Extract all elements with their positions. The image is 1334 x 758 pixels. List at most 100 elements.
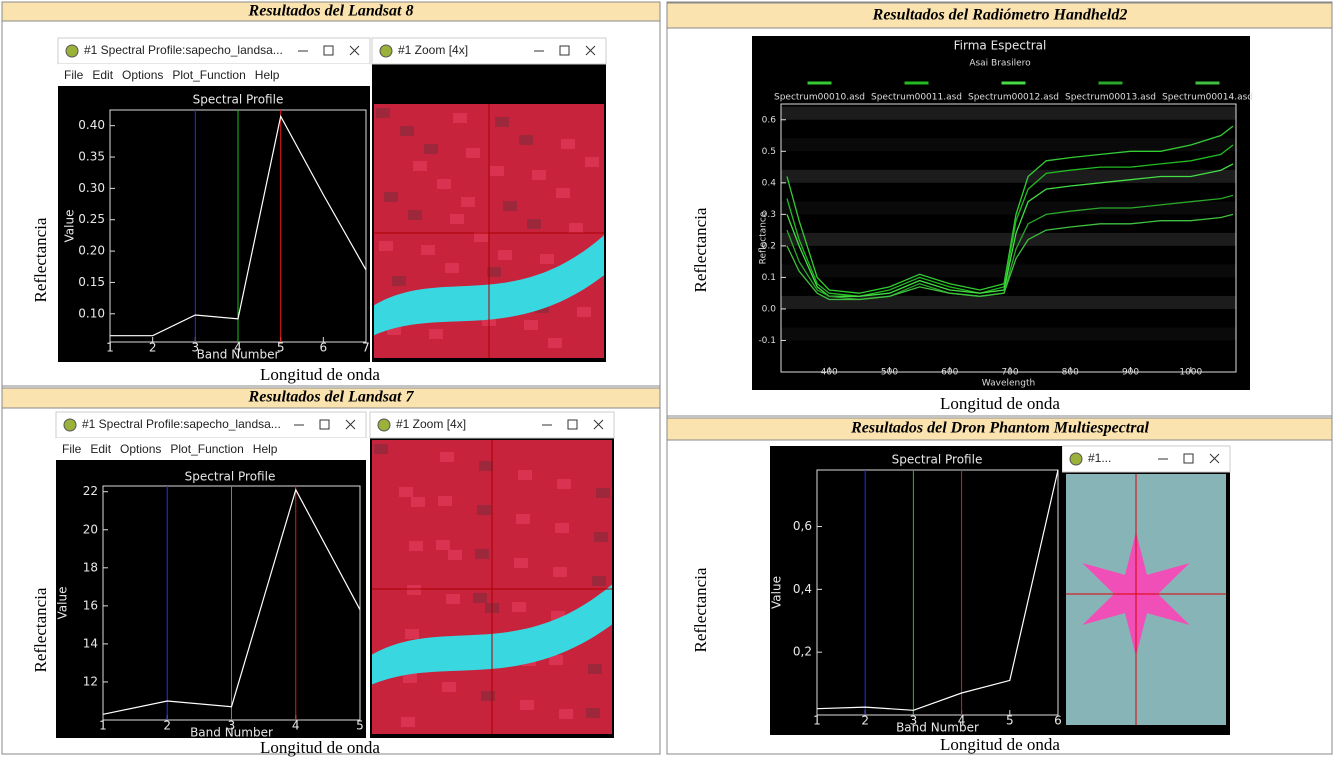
x-tick-label: 2 bbox=[163, 719, 171, 733]
x-tick-label: 2 bbox=[149, 341, 157, 355]
zoom-texture bbox=[466, 148, 480, 158]
y-axis-label: Value bbox=[56, 587, 70, 620]
chart-subtitle: Asai Brasilero bbox=[969, 59, 1031, 69]
y-tick-label: 14 bbox=[83, 636, 98, 650]
y-tick-label: 0.0 bbox=[762, 304, 777, 314]
zoom-texture bbox=[594, 532, 608, 542]
chart-title: Spectral Profile bbox=[193, 93, 284, 107]
menu-item: Options bbox=[122, 68, 163, 82]
zoom-texture bbox=[384, 192, 398, 202]
data-line bbox=[786, 125, 1234, 294]
y-tick-label: 0.2 bbox=[762, 241, 776, 251]
panel-x-label: Longitud de onda bbox=[940, 394, 1060, 413]
x-tick-label: 1 bbox=[99, 719, 107, 733]
panel-heading: Resultados del Dron Phantom Multiespectr… bbox=[850, 420, 1149, 437]
grid-band bbox=[781, 138, 1236, 152]
zoom-texture bbox=[498, 250, 512, 260]
x-tick-label: 5 bbox=[1006, 714, 1014, 728]
chart-title: Firma Espectral bbox=[954, 39, 1047, 53]
x-tick-label: 5 bbox=[356, 719, 364, 733]
zoom-texture bbox=[445, 263, 459, 273]
menu-item: Edit bbox=[92, 68, 113, 82]
x-axis-label: Band Number bbox=[896, 721, 979, 735]
zoom-texture bbox=[446, 594, 460, 604]
y-tick-label: 0.4 bbox=[762, 178, 777, 188]
x-tick-label: 3 bbox=[192, 341, 200, 355]
panel-x-label: Longitud de onda bbox=[260, 365, 380, 384]
x-tick-label: 500 bbox=[881, 368, 898, 378]
chart-title: Spectral Profile bbox=[892, 453, 983, 467]
zoom-texture bbox=[403, 673, 417, 683]
y-tick-label: 0.30 bbox=[78, 181, 105, 195]
zoom-texture bbox=[374, 444, 388, 454]
zoom-texture bbox=[553, 567, 567, 577]
y-tick-label: 0.6 bbox=[762, 115, 777, 125]
y-tick-label: 0.5 bbox=[762, 147, 776, 157]
zoom-texture bbox=[490, 166, 504, 176]
menu-item: Plot_Function bbox=[172, 68, 245, 82]
x-tick-label: 5 bbox=[277, 341, 285, 355]
zoom-texture bbox=[559, 709, 573, 719]
zoom-texture bbox=[532, 170, 546, 180]
x-tick-label: 7 bbox=[362, 341, 370, 355]
zoom-texture bbox=[586, 708, 600, 718]
x-tick-label: 1000 bbox=[1179, 368, 1202, 378]
zoom-texture bbox=[514, 558, 528, 568]
zoom-texture bbox=[555, 523, 569, 533]
zoom-texture bbox=[585, 157, 599, 167]
panel-heading-bg bbox=[1, 1, 661, 22]
zoom-texture bbox=[551, 611, 565, 621]
y-tick-label: 18 bbox=[83, 560, 98, 574]
zoom-texture bbox=[376, 108, 390, 118]
x-tick-label: 3 bbox=[228, 719, 236, 733]
window-title: #1 Zoom [4x] bbox=[396, 417, 466, 431]
y-axis-label: Value bbox=[63, 210, 77, 243]
y-tick-label: 16 bbox=[83, 598, 98, 612]
zoom-texture bbox=[408, 210, 422, 220]
x-tick-label: 2 bbox=[861, 714, 869, 728]
maximize-icon bbox=[319, 419, 330, 430]
y-tick-label: 0.1 bbox=[762, 273, 776, 283]
zoom-texture bbox=[548, 338, 562, 348]
legend-label: Spectrum00010.asd bbox=[774, 93, 865, 103]
panel-y-label: Reflectancia bbox=[691, 567, 710, 652]
zoom-texture bbox=[437, 179, 451, 189]
x-axis-label: Band Number bbox=[197, 348, 280, 362]
x-tick-label: 400 bbox=[821, 368, 838, 378]
frame bbox=[666, 1, 1333, 755]
zoom-texture bbox=[453, 113, 467, 123]
zoom-texture bbox=[379, 241, 393, 251]
zoom-texture bbox=[424, 144, 438, 154]
menu-item: Plot_Function bbox=[170, 442, 243, 456]
x-tick-label: 4 bbox=[234, 341, 242, 355]
menu-bar bbox=[58, 64, 370, 86]
close-icon bbox=[585, 45, 596, 56]
menu-item: Help bbox=[253, 442, 278, 456]
title-bar bbox=[57, 37, 371, 65]
y-tick-label: 0,4 bbox=[793, 582, 812, 596]
x-tick-label: 1 bbox=[106, 341, 114, 355]
zoom-texture bbox=[527, 219, 541, 229]
zoom-texture bbox=[436, 540, 450, 550]
x-tick-label: 4 bbox=[958, 714, 966, 728]
menu-item: Edit bbox=[90, 442, 111, 456]
zoom-texture bbox=[524, 320, 538, 330]
zoom-texture bbox=[475, 549, 489, 559]
x-tick-label: 900 bbox=[1122, 368, 1139, 378]
zoom-texture bbox=[487, 267, 501, 277]
zoom-texture bbox=[556, 188, 570, 198]
menu-item: File bbox=[62, 442, 82, 456]
y-tick-label: 0.20 bbox=[78, 244, 105, 258]
zoom-texture bbox=[421, 245, 435, 255]
app-icon bbox=[379, 44, 393, 58]
panel-heading-bg bbox=[666, 2, 1333, 29]
zoom-texture bbox=[450, 214, 464, 224]
grid-band bbox=[781, 169, 1236, 183]
menu-item: File bbox=[64, 68, 84, 82]
menu-item: Options bbox=[120, 442, 161, 456]
x-tick-label: 3 bbox=[910, 714, 918, 728]
close-icon bbox=[345, 419, 356, 430]
y-tick-label: 0.25 bbox=[78, 212, 105, 226]
zoom-texture bbox=[442, 682, 456, 692]
